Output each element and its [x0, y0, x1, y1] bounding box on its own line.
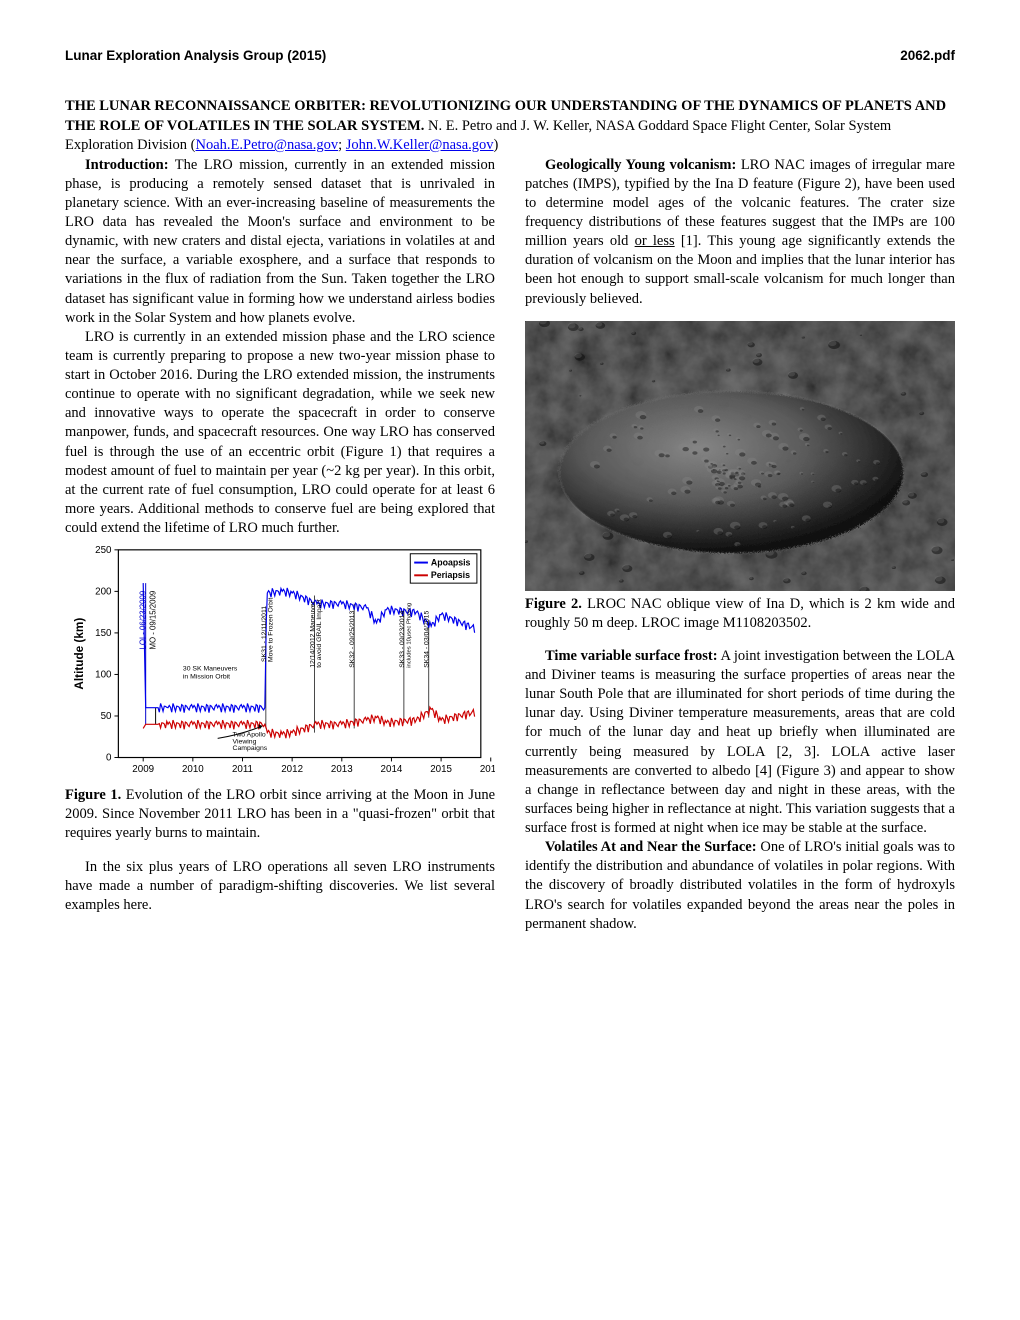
paragraph: Introduction: The LRO mission, currently…	[65, 156, 495, 328]
header-left: Lunar Exploration Analysis Group (2015)	[65, 48, 326, 63]
figure-2-caption: Figure 2. LROC NAC oblique view of Ina D…	[525, 595, 955, 633]
svg-text:LOI - 06/23/2009: LOI - 06/23/2009	[139, 591, 148, 650]
svg-text:2012: 2012	[281, 764, 303, 775]
svg-text:MO - 09/15/2009: MO - 09/15/2009	[149, 591, 158, 650]
column-right: Geologically Young volcanism: LRO NAC im…	[525, 156, 955, 934]
section-head-frost: Time variable surface frost:	[545, 648, 718, 664]
svg-text:SK33 - 09/23/2014: SK33 - 09/23/2014	[399, 611, 406, 668]
svg-text:SK32 - 09/25/2013: SK32 - 09/25/2013	[349, 611, 356, 668]
svg-text:2010: 2010	[182, 764, 204, 775]
svg-text:50: 50	[101, 711, 112, 722]
svg-text:Move to Frozen Orbit: Move to Frozen Orbit	[267, 598, 274, 662]
email-link-2[interactable]: John.W.Keller@nasa.gov	[346, 137, 494, 153]
svg-text:Altitude (km): Altitude (km)	[73, 618, 86, 690]
svg-text:150: 150	[95, 628, 112, 639]
svg-text:2015: 2015	[430, 764, 452, 775]
section-head-volcanism: Geologically Young volcanism:	[545, 157, 736, 173]
email-link-1[interactable]: Noah.E.Petro@nasa.gov	[196, 137, 339, 153]
svg-text:2014: 2014	[381, 764, 403, 775]
paragraph: Time variable surface frost: A joint inv…	[525, 647, 955, 838]
header-right: 2062.pdf	[900, 48, 955, 63]
svg-text:includes 10µsec Phasing: includes 10µsec Phasing	[406, 603, 412, 668]
svg-text:200: 200	[95, 586, 112, 597]
section-head-introduction: Introduction:	[85, 157, 169, 173]
figure-1-caption: Figure 1. Evolution of the LRO orbit sin…	[65, 786, 495, 843]
figure-1: 0 50 100 150 200 250 2009 2010 2011 2012 2013 2014 2…	[65, 542, 495, 782]
svg-text:2011: 2011	[232, 764, 253, 775]
paragraph: Geologically Young volcanism: LRO NAC im…	[525, 156, 955, 309]
svg-text:Apoapsis: Apoapsis	[431, 558, 471, 568]
svg-text:Campaigns: Campaigns	[233, 745, 268, 752]
orbit-chart: 0 50 100 150 200 250 2009 2010 2011 2012 2013 2014 2…	[65, 542, 495, 782]
paragraph: In the six plus years of LRO operations …	[65, 858, 495, 915]
paragraph: Volatiles At and Near the Surface: One o…	[525, 838, 955, 934]
svg-text:250: 250	[95, 545, 112, 556]
svg-text:2016: 2016	[480, 764, 495, 775]
svg-text:0: 0	[106, 753, 112, 764]
column-left: Introduction: The LRO mission, currently…	[65, 156, 495, 934]
svg-text:SK34 - 03/04/2015: SK34 - 03/04/2015	[424, 611, 431, 668]
paragraph: LRO is currently in an extended mission …	[65, 328, 495, 538]
svg-text:2013: 2013	[331, 764, 353, 775]
svg-text:100: 100	[95, 670, 112, 681]
section-head-volatiles: Volatiles At and Near the Surface:	[545, 839, 757, 855]
svg-text:to avoid GRAIL Impact: to avoid GRAIL Impact	[316, 599, 323, 668]
svg-text:2009: 2009	[132, 764, 154, 775]
svg-text:Periapsis: Periapsis	[431, 570, 470, 580]
figure-2	[525, 321, 955, 591]
svg-text:30 SK Maneuvers: 30 SK Maneuvers	[183, 665, 238, 672]
lunar-image	[525, 321, 955, 591]
article-head: THE LUNAR RECONNAISSANCE ORBITER: REVOLU…	[65, 97, 955, 156]
svg-text:in Mission Orbit: in Mission Orbit	[183, 674, 230, 681]
